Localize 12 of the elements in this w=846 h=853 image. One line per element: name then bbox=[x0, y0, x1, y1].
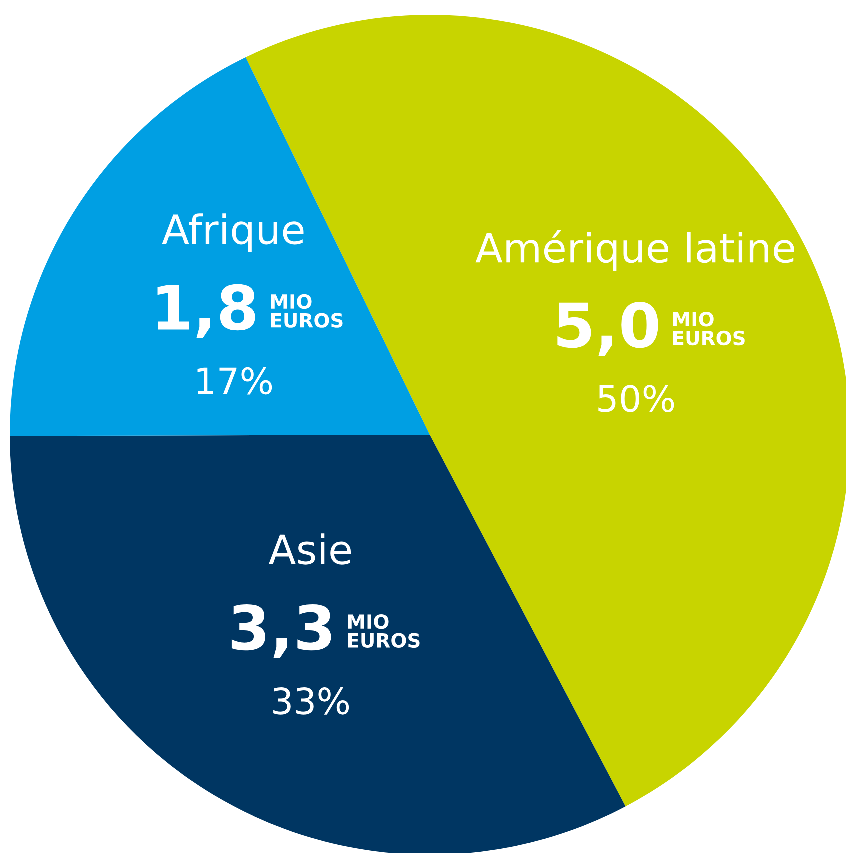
text: 50% bbox=[598, 385, 674, 412]
text: 33% bbox=[274, 688, 350, 715]
slice-label: Afrique bbox=[162, 214, 304, 253]
data-label: 3,3 bbox=[232, 604, 332, 658]
slice-label: Amérique latine bbox=[476, 230, 794, 272]
text: MIO EUROS bbox=[271, 294, 343, 328]
text: MIO EUROS bbox=[674, 312, 745, 346]
data-label: 5,0 bbox=[558, 302, 658, 356]
text: 17% bbox=[198, 367, 272, 395]
data-label: 1,8 bbox=[158, 284, 256, 338]
text: MIO EUROS bbox=[348, 614, 420, 648]
slice-label: Asie bbox=[268, 534, 352, 565]
